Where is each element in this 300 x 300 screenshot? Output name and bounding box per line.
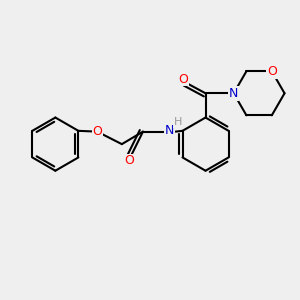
Text: O: O [124, 154, 134, 167]
Text: N: N [229, 87, 238, 100]
Text: O: O [267, 65, 277, 78]
Text: N: N [229, 87, 238, 100]
Text: O: O [92, 125, 102, 138]
Text: N: N [165, 124, 174, 136]
Text: H: H [174, 117, 182, 127]
Text: O: O [92, 125, 102, 138]
Text: O: O [178, 73, 188, 86]
